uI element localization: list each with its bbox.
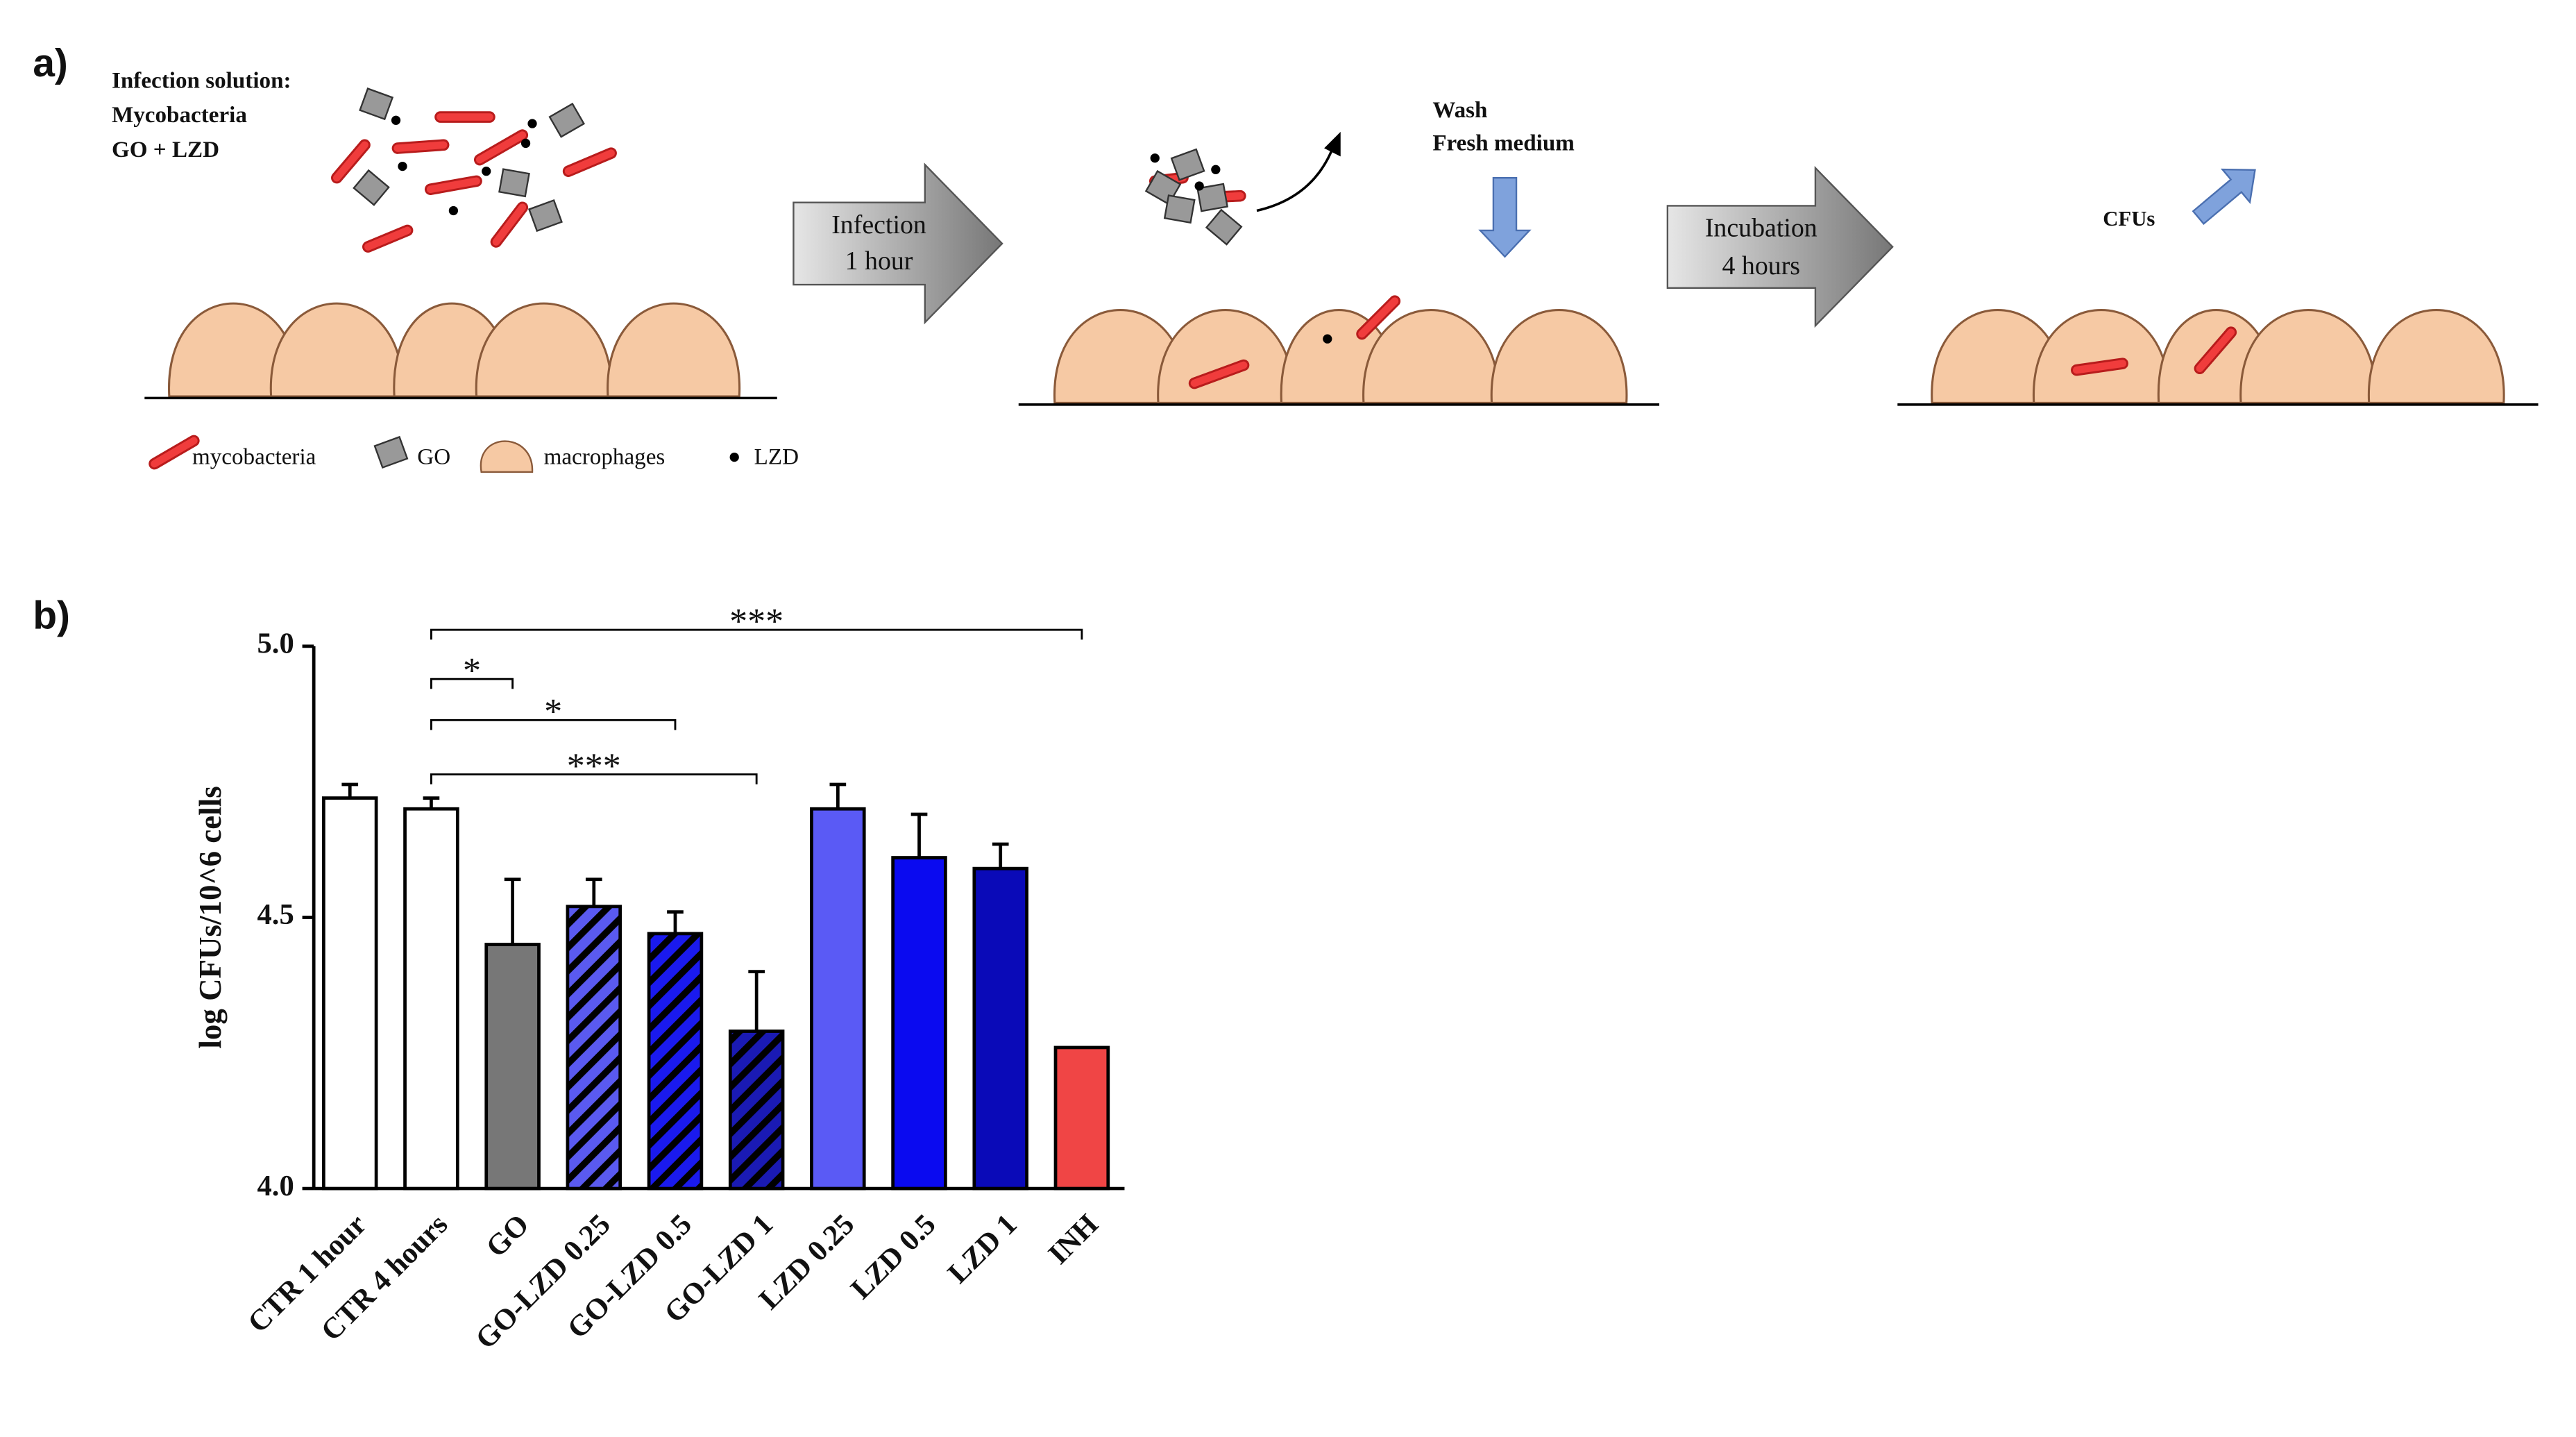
- step-label: 1 hour: [845, 246, 913, 276]
- step-label: Infection: [831, 210, 926, 239]
- y-tick-label: 4.5: [257, 898, 294, 931]
- mycobacterium: [1190, 361, 1248, 387]
- go-sheet: [353, 169, 390, 206]
- wash-label: Wash: [1432, 97, 1487, 123]
- mycobacterium: [364, 226, 412, 251]
- legend-text: LZD: [754, 444, 799, 470]
- macrophage: [1362, 309, 1500, 405]
- cfus-arrow: [2192, 168, 2256, 226]
- significance-label: *: [463, 651, 481, 691]
- bar: [891, 856, 947, 1191]
- significance-bracket: [430, 773, 758, 784]
- go-sheet: [373, 435, 409, 469]
- wash-label: Fresh medium: [1432, 130, 1575, 156]
- go-sheet: [548, 102, 586, 138]
- lzd: [729, 452, 739, 462]
- lzd: [1323, 334, 1332, 344]
- lzd: [527, 119, 537, 128]
- lzd: [391, 115, 401, 125]
- lzd: [398, 161, 407, 171]
- cfus-label: CFUs: [2103, 207, 2155, 230]
- y-tick-label: 4.0: [257, 1170, 294, 1202]
- step-label: 4 hours: [1722, 251, 1801, 280]
- panel-label: b): [33, 594, 70, 638]
- lzd: [482, 167, 491, 176]
- lzd: [1211, 165, 1221, 174]
- mycobacterium: [426, 177, 480, 194]
- significance-label: ***: [567, 746, 621, 786]
- bar: [403, 807, 459, 1191]
- mycobacterium: [332, 141, 368, 182]
- macrophage: [269, 302, 404, 398]
- bar: [972, 866, 1028, 1191]
- solution-text: GO + LZD: [112, 137, 219, 162]
- macrophage: [1157, 309, 1294, 405]
- bar: [647, 932, 704, 1191]
- macrophage: [2239, 309, 2377, 405]
- go-sheet: [498, 168, 530, 198]
- panel-label: a): [33, 42, 68, 85]
- lzd: [1150, 153, 1160, 163]
- significance-label: ***: [729, 602, 783, 641]
- significance-label: *: [544, 692, 562, 732]
- step-label: Incubation: [1705, 214, 1817, 243]
- x-tick-label: GO: [480, 1208, 535, 1263]
- mycobacterium: [475, 131, 527, 164]
- macrophage: [1490, 309, 1628, 405]
- solution-title: Infection solution:: [112, 67, 291, 93]
- bar: [728, 1030, 785, 1191]
- legend-text: GO: [417, 444, 450, 470]
- significance-bracket: [430, 628, 1083, 640]
- mycobacterium: [151, 437, 198, 468]
- legend-text: mycobacteria: [192, 444, 316, 470]
- significance-bracket: [430, 718, 677, 730]
- bar: [566, 905, 622, 1191]
- macrophage: [475, 302, 613, 398]
- mycobacterium: [492, 203, 527, 246]
- macrophage: [480, 440, 534, 473]
- significance-bracket: [430, 678, 514, 689]
- lzd: [1194, 181, 1204, 191]
- y-axis-label: log CFUs/10^6 cells: [193, 786, 228, 1048]
- go-sheet: [1196, 183, 1229, 212]
- mycobacterium: [564, 149, 615, 175]
- release-arrow: [1256, 144, 1335, 212]
- release-arrow-head: [1324, 131, 1341, 157]
- go-sheet: [1163, 194, 1196, 224]
- lzd: [448, 205, 459, 216]
- legend-text: macrophages: [544, 444, 666, 470]
- x-tick-label: INH: [1042, 1208, 1105, 1270]
- lzd: [520, 138, 531, 149]
- go-sheet: [359, 87, 394, 121]
- y-tick-label: 5.0: [257, 628, 294, 660]
- bar: [1053, 1045, 1110, 1191]
- go-sheet: [1170, 148, 1205, 181]
- mycobacterium: [2073, 360, 2126, 374]
- wash-arrow: [1478, 176, 1532, 258]
- x-tick-label: LZD 1: [942, 1208, 1024, 1290]
- go-sheet: [1205, 208, 1243, 246]
- go-sheet: [527, 199, 563, 233]
- bar: [484, 943, 541, 1191]
- step-arrow: [1666, 166, 1894, 328]
- step-arrow: [793, 162, 1003, 325]
- macrophage: [2368, 309, 2505, 405]
- bar: [810, 807, 866, 1191]
- mycobacterium: [2196, 328, 2235, 373]
- mycobacterium: [1358, 297, 1399, 338]
- mycobacterium: [393, 141, 448, 152]
- x-tick-label: LZD 0.5: [845, 1208, 942, 1305]
- macrophage: [2033, 309, 2170, 405]
- solution-text: Mycobacteria: [112, 102, 247, 128]
- macrophage: [607, 302, 740, 398]
- bar: [322, 796, 378, 1191]
